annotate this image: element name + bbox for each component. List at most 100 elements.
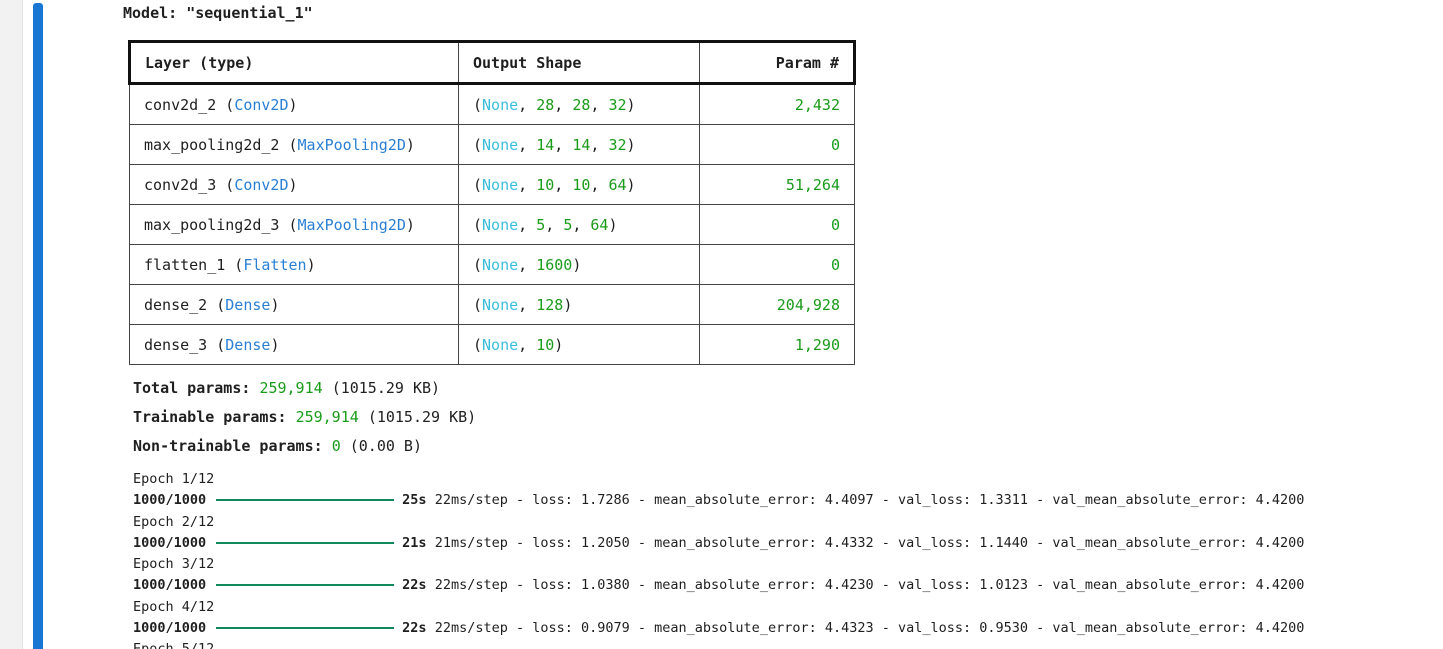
trainable-params: Trainable params: 259,914 (1015.29 KB)	[133, 408, 476, 426]
notebook-gutter	[0, 0, 23, 649]
step-counter: 1000/1000	[133, 577, 207, 594]
epoch-time: 25s	[402, 492, 427, 509]
table-row: flatten_1 (Flatten) (None, 1600) 0	[129, 244, 855, 285]
step-counter: 1000/1000	[133, 620, 207, 637]
shape-dim: 10	[536, 335, 555, 354]
cell-active-indicator[interactable]	[33, 3, 43, 649]
header-layer-type: Layer (type)	[128, 40, 459, 85]
progress-bar	[216, 499, 395, 502]
epoch-metrics: - loss: 1.2050 - mean_absolute_error: 4.…	[515, 534, 1305, 551]
layer-name: flatten_1	[144, 255, 226, 274]
shape-dim: 5	[536, 215, 546, 234]
shape-dim: 28	[536, 95, 555, 114]
shape-dim: 64	[608, 175, 627, 194]
shape-none: None	[482, 175, 519, 194]
progress-bar	[216, 584, 395, 587]
table-row: dense_3 (Dense) (None, 10) 1,290	[129, 324, 855, 365]
layer-cell: dense_3 (Dense)	[129, 324, 459, 365]
output-shape-cell: (None, 1600)	[458, 244, 700, 285]
layer-name: conv2d_2	[144, 95, 217, 114]
epoch-metrics: - loss: 0.9079 - mean_absolute_error: 4.…	[515, 620, 1305, 637]
shape-dim: 1600	[536, 255, 573, 274]
progress-bar	[216, 627, 395, 630]
layer-name: max_pooling2d_3	[144, 215, 280, 234]
table-header-row: Layer (type) Output Shape Param #	[128, 40, 856, 85]
param-count-cell: 51,264	[699, 164, 855, 205]
non-trainable-params-value: 0	[331, 437, 341, 455]
output-shape-cell: (None, 5, 5, 64)	[458, 204, 700, 245]
param-count-cell: 0	[699, 204, 855, 245]
layer-cell: conv2d_2 (Conv2D)	[129, 83, 459, 125]
output-shape-cell: (None, 128)	[458, 284, 700, 325]
shape-dim: 5	[563, 215, 573, 234]
epoch-metrics: - loss: 1.7286 - mean_absolute_error: 4.…	[515, 492, 1305, 509]
trainable-params-value: 259,914	[295, 408, 359, 426]
output-shape-cell: (None, 28, 28, 32)	[458, 83, 700, 125]
layer-type: MaxPooling2D	[297, 215, 406, 234]
layer-type: Conv2D	[234, 95, 289, 114]
non-trainable-params-label: Non-trainable params:	[133, 437, 323, 455]
trainable-params-label: Trainable params:	[133, 408, 287, 426]
table-row: max_pooling2d_3 (MaxPooling2D) (None, 5, …	[129, 204, 855, 245]
total-params-label: Total params:	[133, 379, 251, 397]
non-trainable-params: Non-trainable params: 0 (0.00 B)	[133, 437, 422, 455]
layer-name: conv2d_3	[144, 175, 217, 194]
shape-dim: 10	[536, 175, 555, 194]
shape-none: None	[482, 335, 519, 354]
layer-cell: max_pooling2d_3 (MaxPooling2D)	[129, 204, 459, 245]
param-count-cell: 2,432	[699, 83, 855, 125]
layer-cell: max_pooling2d_2 (MaxPooling2D)	[129, 124, 459, 165]
total-params: Total params: 259,914 (1015.29 KB)	[133, 379, 440, 397]
param-count-cell: 0	[699, 244, 855, 285]
non-trainable-params-size: (0.00 B)	[349, 437, 422, 455]
shape-dim: 128	[536, 295, 564, 314]
shape-none: None	[482, 255, 519, 274]
epoch-line: Epoch 1/12	[133, 471, 215, 487]
shape-dim: 28	[572, 95, 591, 114]
step-time: 22ms/step	[434, 620, 508, 637]
epoch-line: Epoch 3/12	[133, 556, 215, 573]
shape-none: None	[482, 95, 519, 114]
step-counter: 1000/1000	[133, 534, 207, 551]
progress-bar	[216, 541, 395, 544]
model-title: Model: "sequential_1"	[123, 4, 313, 22]
step-time: 21ms/step	[434, 534, 508, 551]
step-counter: 1000/1000	[133, 492, 207, 509]
epoch-line: Epoch 5/12	[133, 639, 1304, 649]
layer-name: max_pooling2d_2	[144, 135, 280, 154]
progress-line: 1000/1000 25s 22ms/step - loss: 1.7286 - …	[133, 490, 1304, 511]
training-log: Epoch 1/12 1000/1000 25s 22ms/step - loss:…	[133, 469, 1304, 649]
step-time: 22ms/step	[434, 577, 508, 594]
progress-line: 1000/1000 22s 22ms/step - loss: 1.0380 - …	[133, 575, 1304, 596]
layer-type: Dense	[225, 335, 271, 354]
shape-dim: 32	[608, 135, 627, 154]
output-shape-cell: (None, 14, 14, 32)	[458, 124, 700, 165]
epoch-time: 22s	[402, 620, 427, 637]
table-row: max_pooling2d_2 (MaxPooling2D) (None, 14,…	[129, 124, 855, 165]
shape-none: None	[482, 295, 519, 314]
shape-none: None	[482, 135, 519, 154]
shape-none: None	[482, 215, 519, 234]
epoch-line: Epoch 4/12	[133, 598, 215, 615]
layer-cell: dense_2 (Dense)	[129, 284, 459, 325]
shape-dim: 14	[572, 135, 591, 154]
layer-type: Dense	[225, 295, 271, 314]
total-params-size: (1015.29 KB)	[331, 379, 441, 397]
layer-type: MaxPooling2D	[297, 135, 406, 154]
layer-type: Conv2D	[234, 175, 289, 194]
output-shape-cell: (None, 10)	[458, 324, 700, 365]
table-row: conv2d_2 (Conv2D) (None, 28, 28, 32) 2,432	[129, 83, 855, 125]
layer-cell: conv2d_3 (Conv2D)	[129, 164, 459, 205]
header-param-count: Param #	[699, 40, 856, 85]
table-row: conv2d_3 (Conv2D) (None, 10, 10, 64) 51,26…	[129, 164, 855, 205]
layer-name: dense_2	[144, 295, 208, 314]
epoch-time: 22s	[402, 577, 427, 594]
step-time: 22ms/step	[434, 492, 508, 509]
output-shape-cell: (None, 10, 10, 64)	[458, 164, 700, 205]
epoch-time: 21s	[402, 534, 427, 551]
epoch-metrics: - loss: 1.0380 - mean_absolute_error: 4.…	[515, 577, 1305, 594]
table-row: dense_2 (Dense) (None, 128) 204,928	[129, 284, 855, 325]
header-output-shape: Output Shape	[458, 40, 700, 85]
param-count-cell: 1,290	[699, 324, 855, 365]
model-summary-table: Layer (type) Output Shape Param # conv2d…	[128, 40, 856, 365]
